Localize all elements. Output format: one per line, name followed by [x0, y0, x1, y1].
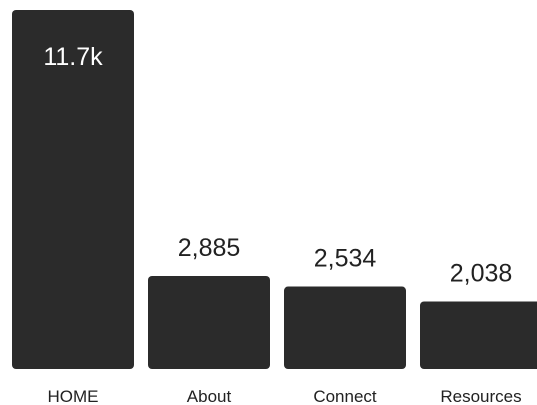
category-label-about: About	[187, 387, 232, 405]
value-label-connect: 2,534	[314, 245, 377, 273]
value-label-home: 11.7k	[43, 43, 103, 71]
category-labels-group: HOME About Connect Resources	[48, 387, 522, 405]
bar-about	[148, 275, 270, 369]
bar-resources	[420, 301, 537, 369]
bar-connect	[284, 286, 406, 369]
value-label-resources: 2,038	[450, 260, 513, 288]
bars-group	[12, 10, 537, 369]
category-label-resources: Resources	[440, 387, 521, 405]
bar-home	[12, 10, 134, 369]
value-labels-group: 11.7k 2,885 2,534 2,038	[43, 43, 512, 288]
category-label-home: HOME	[48, 387, 99, 405]
value-label-about: 2,885	[178, 234, 241, 262]
category-label-connect: Connect	[313, 387, 377, 405]
